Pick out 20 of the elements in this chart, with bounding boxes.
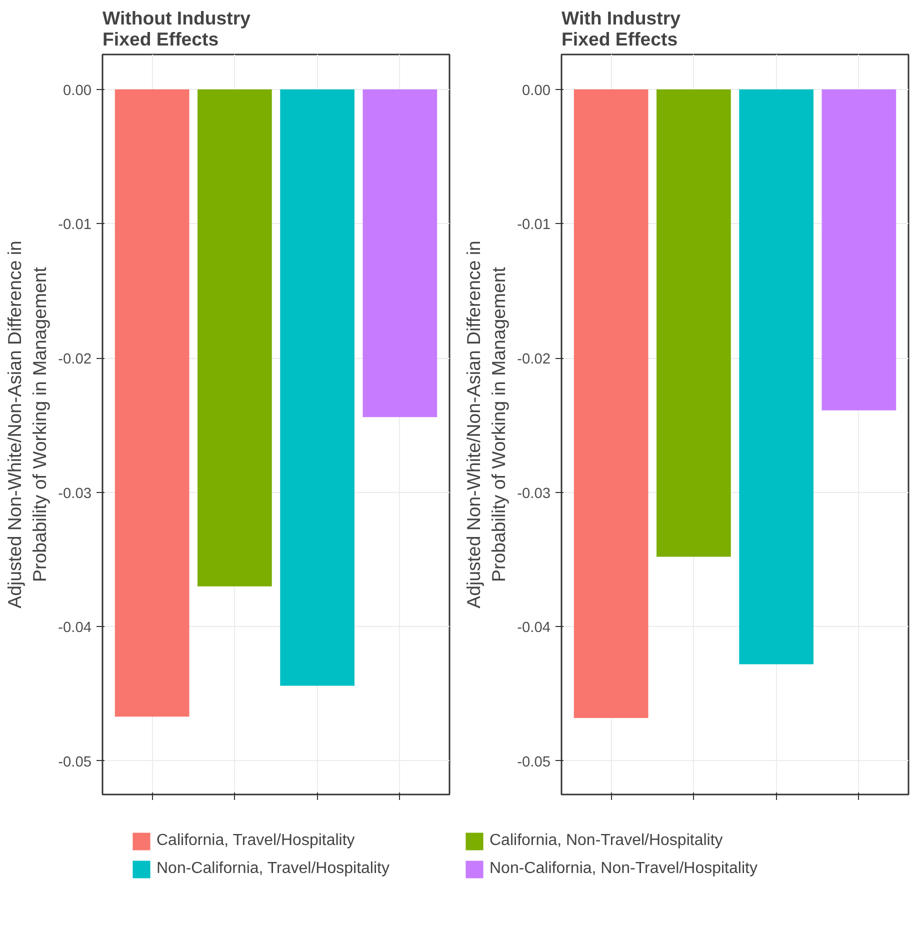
y-tick-label: -0.04 — [517, 620, 550, 636]
y-tick-label: -0.02 — [517, 352, 550, 368]
y-tick-label: -0.03 — [58, 486, 92, 502]
chart-title: With Industry Fixed Effects — [562, 8, 682, 50]
legend-label: California, Travel/Hospitality — [156, 832, 356, 850]
legend-label: Non-California, Travel/Hospitality — [156, 860, 390, 878]
y-tick-label: -0.04 — [58, 620, 92, 636]
y-axis-title: Adjusted Non-White/Non-Asian Difference in Probability of Working in Management — [4, 240, 50, 608]
y-tick-label: -0.01 — [517, 217, 550, 234]
y-tick-label: 0.00 — [62, 82, 92, 99]
chart-title: Without Industry Fixed Effects — [102, 8, 252, 50]
y-tick-label: 0.00 — [522, 82, 551, 99]
y-tick-label: -0.05 — [58, 754, 92, 770]
y-tick-label: -0.01 — [58, 217, 92, 234]
y-axis-title: Adjusted Non-White/Non-Asian Difference in Probability of Working in Management — [462, 240, 510, 608]
legend-label: California, Non-Travel/Hospitality — [490, 832, 724, 850]
y-tick-label: -0.03 — [517, 486, 550, 502]
y-tick-label: -0.02 — [58, 352, 92, 368]
legend-label: Non-California, Non-Travel/Hospitality — [490, 860, 758, 878]
y-tick-label: -0.05 — [517, 754, 550, 770]
